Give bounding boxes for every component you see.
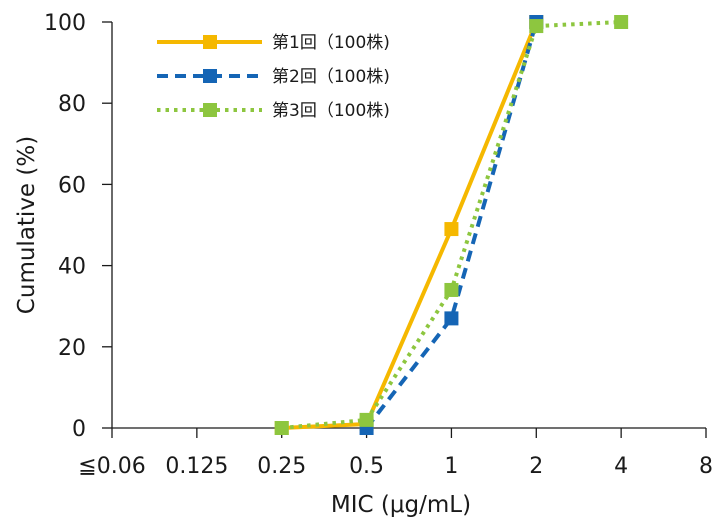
series-3-point (614, 15, 629, 29)
y-tick-label: 40 (58, 255, 86, 280)
y-tick-label: 20 (58, 336, 86, 361)
x-tick-label: ≦0.06 (78, 454, 145, 479)
legend-item-3: 第3回（100株) (157, 101, 390, 121)
series-3-point (529, 19, 544, 34)
legend-label: 第2回（100株) (272, 67, 390, 87)
legend: 第1回（100株) 第2回（100株) 第3回（100株) (157, 33, 390, 121)
legend-label: 第3回（100株) (272, 101, 390, 121)
axes: 0 20 40 60 80 100 ≦0.06 0.125 0.25 0.5 1 2 4 8 (44, 11, 713, 479)
y-tick-label: 0 (72, 417, 86, 442)
series-2-point (444, 311, 459, 326)
y-tick-label: 60 (58, 173, 86, 198)
x-tick-label: 0.25 (257, 454, 306, 479)
x-axis-title: MIC (μg/mL) (331, 492, 471, 518)
legend-label: 第1回（100株) (272, 33, 390, 53)
legend-item-1: 第1回（100株) (157, 33, 390, 53)
series-2-line (364, 21, 539, 430)
legend-swatch-marker (203, 103, 217, 117)
legend-item-2: 第2回（100株) (157, 67, 390, 87)
series-3 (274, 15, 629, 435)
series-3-point (274, 421, 289, 435)
series-3-point (359, 412, 374, 427)
y-tick-label: 100 (44, 11, 86, 36)
x-tick-label: 8 (699, 454, 713, 479)
x-tick-label: 4 (614, 454, 628, 479)
x-tick-label: 0.5 (349, 454, 384, 479)
series-layer (274, 15, 629, 435)
legend-swatch-marker (203, 69, 217, 83)
x-tick-label: 2 (529, 454, 543, 479)
x-tick-label: 1 (444, 454, 458, 479)
y-tick-label: 80 (58, 92, 86, 117)
series-3-point (444, 282, 459, 297)
series-1-point (444, 222, 459, 237)
legend-swatch-marker (203, 35, 217, 49)
y-axis-title: Cumulative (%) (14, 136, 40, 314)
series-1-line (281, 21, 539, 430)
x-tick-label: 0.125 (165, 454, 228, 479)
